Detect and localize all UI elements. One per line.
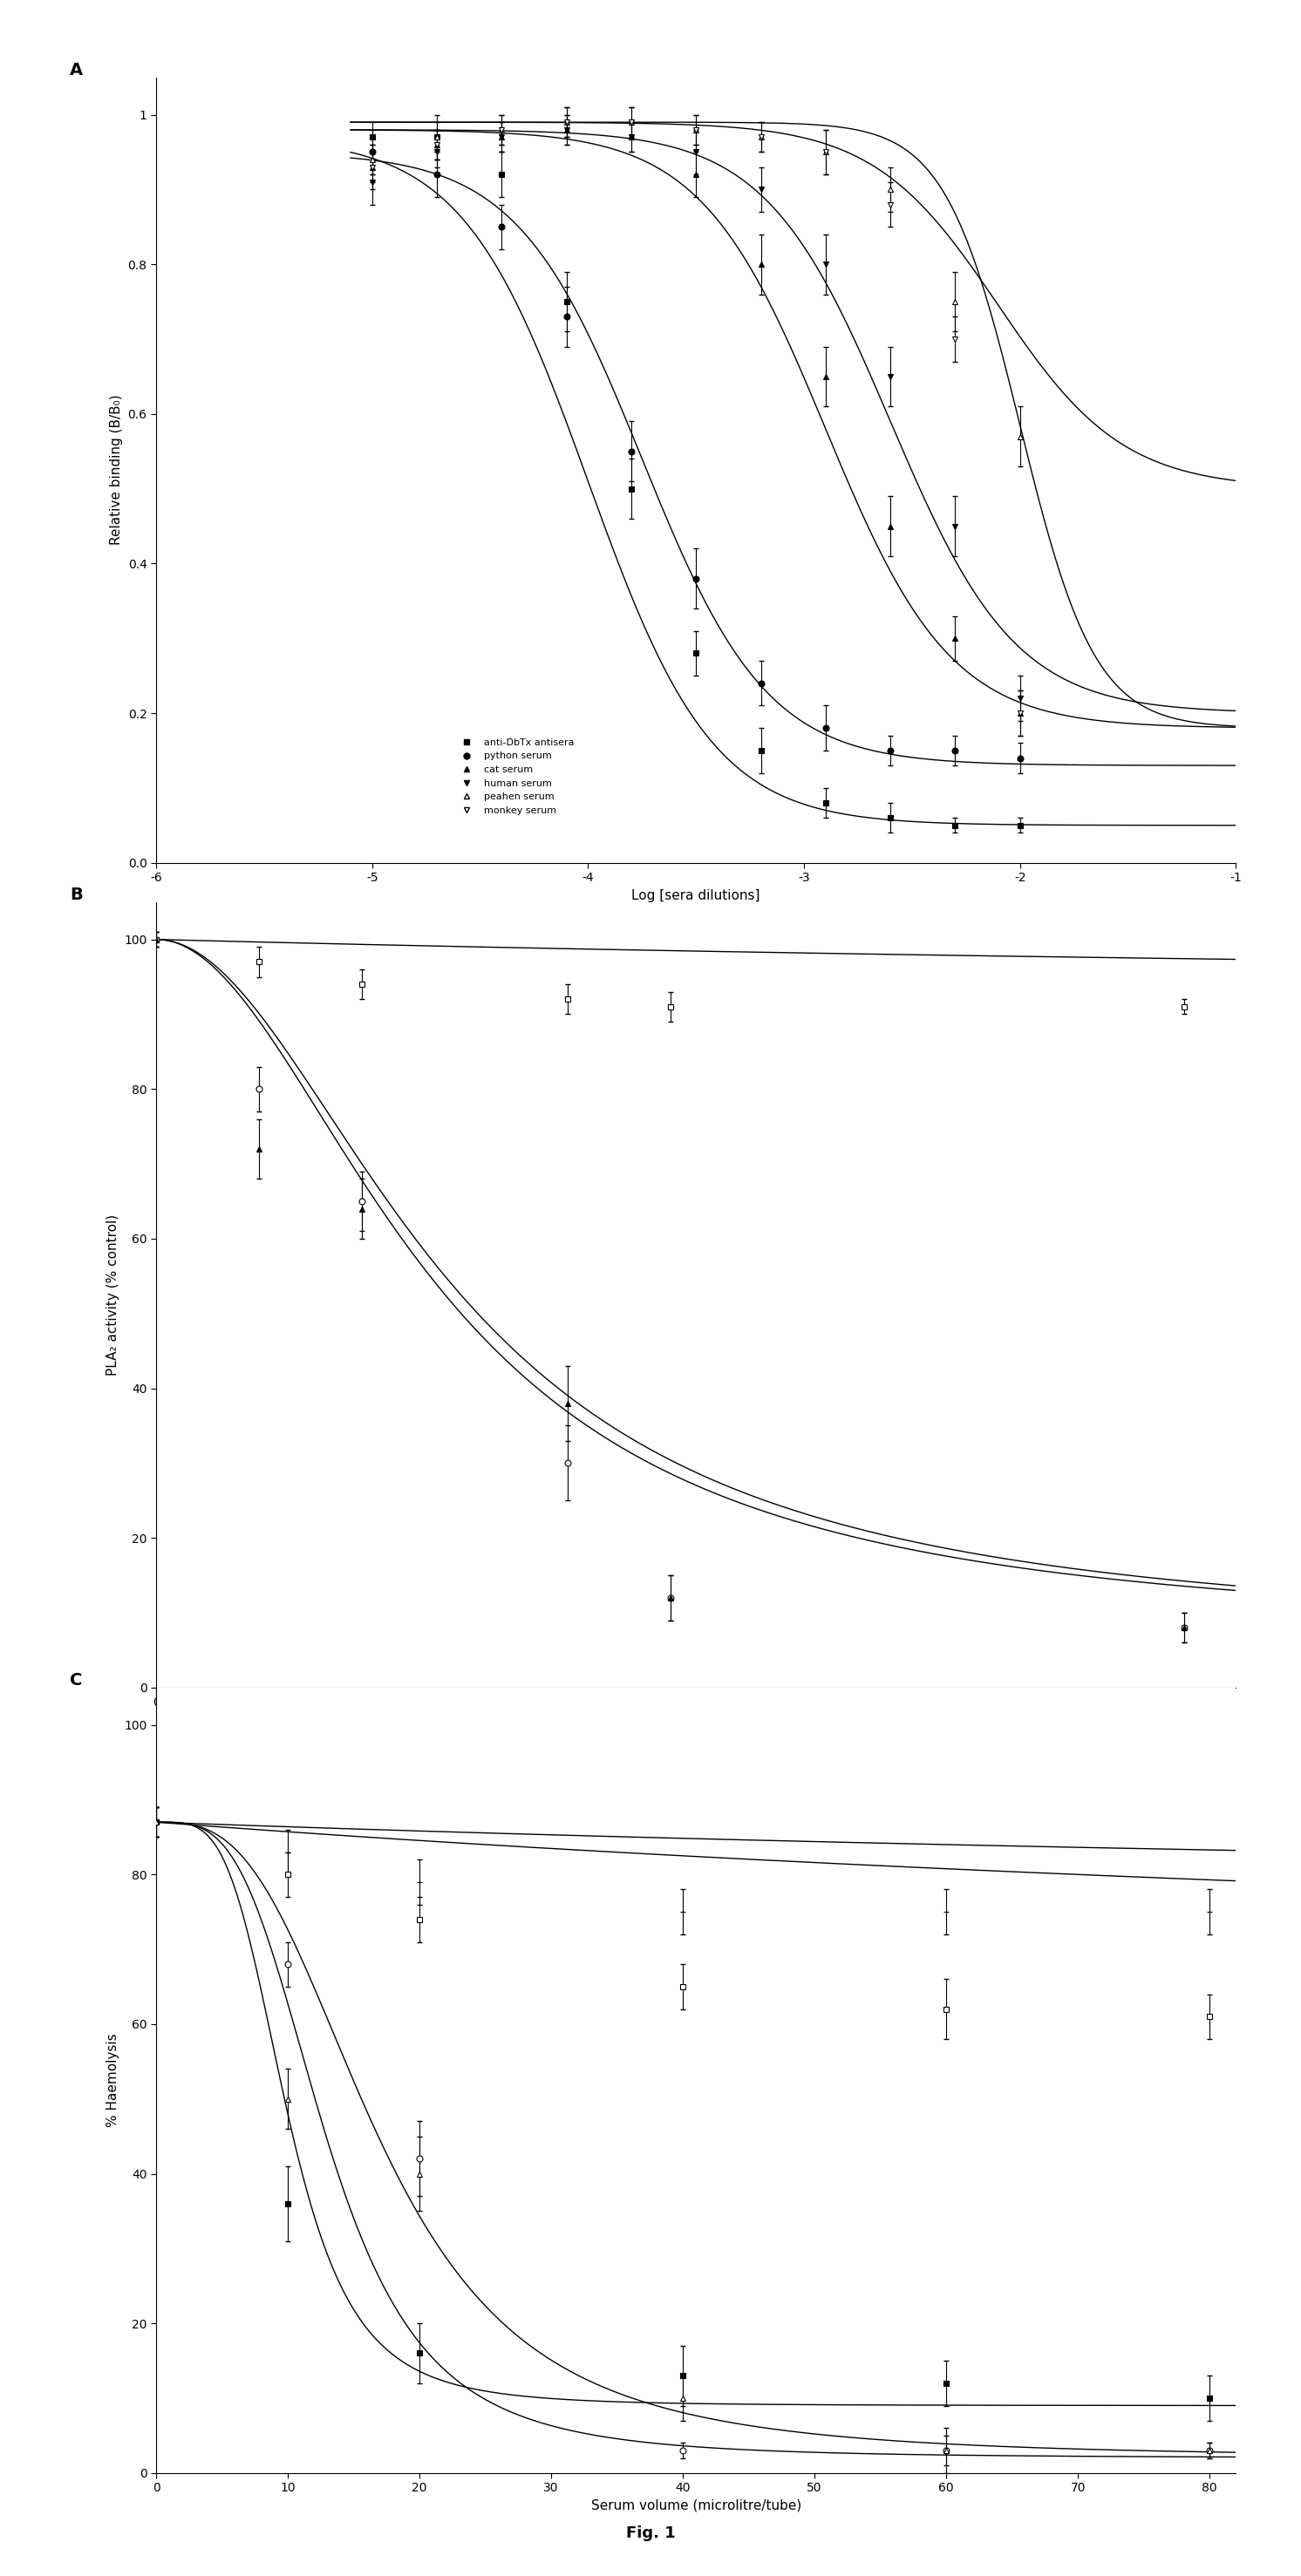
Y-axis label: PLA₂ activity (% control): PLA₂ activity (% control) [107, 1213, 120, 1376]
Text: B: B [70, 886, 82, 902]
Text: A: A [70, 62, 83, 77]
Text: C: C [70, 1672, 82, 1687]
Y-axis label: % Haemolysis: % Haemolysis [107, 2032, 120, 2128]
Y-axis label: Relative binding (B/B₀): Relative binding (B/B₀) [109, 394, 124, 546]
Text: Fig. 1: Fig. 1 [626, 2524, 675, 2540]
X-axis label: serum volume (microlitre/tube): serum volume (microlitre/tube) [592, 1713, 800, 1726]
X-axis label: Serum volume (microlitre/tube): Serum volume (microlitre/tube) [591, 2499, 801, 2512]
Legend: anti-DbTx antisera, python serum, cat serum, human serum, peahen serum, monkey s: anti-DbTx antisera, python serum, cat se… [453, 734, 578, 819]
X-axis label: Log [sera dilutions]: Log [sera dilutions] [632, 889, 760, 902]
